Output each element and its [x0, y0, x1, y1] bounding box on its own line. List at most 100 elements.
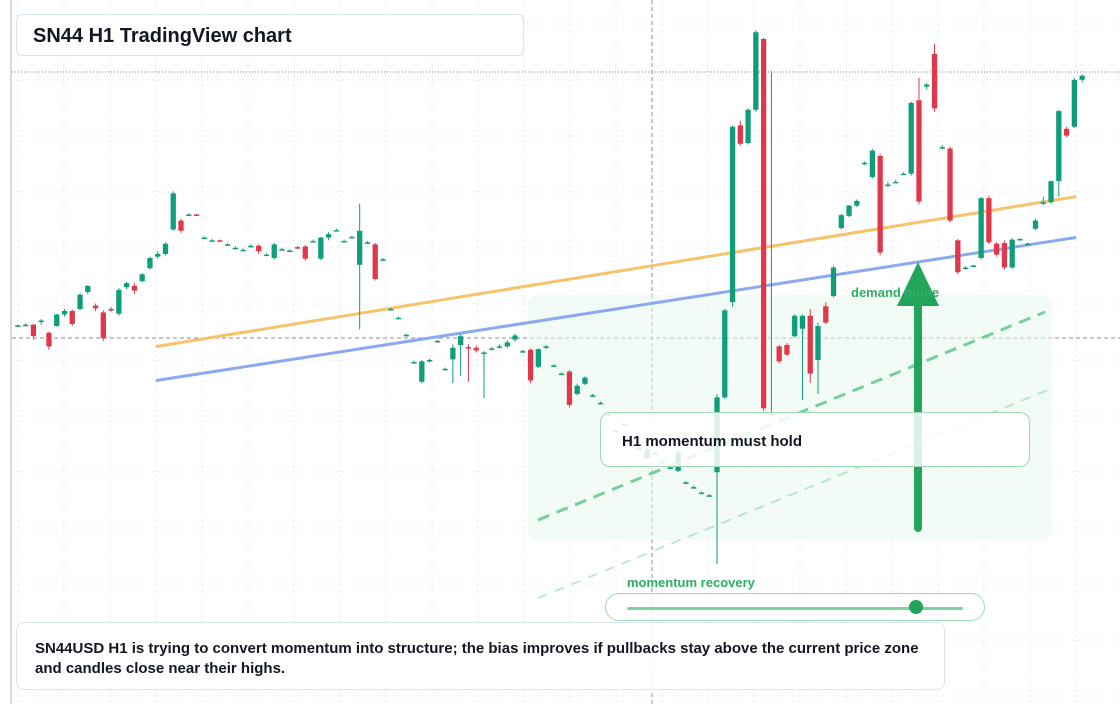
slider-thumb[interactable] [908, 600, 923, 614]
candle-body [224, 244, 231, 246]
candle-body [489, 348, 495, 350]
momentum-callout-text: H1 momentum must hold [622, 433, 803, 450]
candle-body [131, 285, 138, 291]
candle-body [403, 334, 409, 337]
candle-body [861, 162, 868, 165]
candle-body [256, 245, 262, 252]
arrow-head [897, 262, 939, 306]
candle-body [54, 314, 60, 326]
candle-body [61, 311, 68, 315]
candle-body [667, 467, 674, 469]
candle-body [364, 242, 371, 244]
candle-body [947, 148, 953, 221]
chart-title-card: SN44 H1 TradingView chart [16, 14, 524, 56]
trend-lines [155, 195, 1077, 382]
candle-body [248, 245, 254, 248]
candle-body [893, 181, 899, 184]
candle-body [465, 347, 472, 349]
candle-body [1032, 220, 1039, 229]
candle-body [287, 250, 293, 253]
candle-body [372, 244, 378, 280]
candle-body [434, 340, 441, 343]
candle-body [1079, 75, 1085, 80]
candle-body [559, 373, 565, 376]
candle-body [395, 317, 402, 320]
candle-body [931, 54, 938, 109]
candle-body [900, 173, 907, 176]
candle-body [574, 385, 580, 394]
candle-body [908, 102, 914, 174]
candle-body [178, 220, 184, 231]
candle-body [193, 214, 200, 216]
candle-body [1056, 111, 1062, 182]
candle-body [155, 253, 161, 257]
candle-body [753, 32, 759, 110]
candle-body [698, 492, 705, 495]
candle-body [108, 309, 114, 311]
candle-body [1001, 243, 1008, 268]
candle-body [869, 150, 876, 178]
momentum-recovery-slider[interactable] [605, 593, 985, 621]
chart-title: SN44 H1 TradingView chart [33, 25, 292, 47]
candle-body [792, 315, 798, 337]
candle-body [450, 347, 456, 360]
candle-body [333, 230, 340, 232]
candle-body [962, 267, 969, 270]
candle-body [77, 294, 83, 309]
candle-body [854, 200, 860, 206]
candle-body [388, 309, 394, 311]
candle-body [838, 215, 844, 229]
candle-body [1009, 239, 1015, 268]
candle-body [939, 147, 945, 149]
candle-body [85, 285, 91, 292]
candle-body [551, 365, 557, 367]
candle-body [23, 324, 29, 327]
candle-body [722, 310, 728, 398]
candle-body [994, 243, 1000, 255]
candle-body [357, 230, 363, 265]
candle-body [582, 377, 588, 384]
candle-body [877, 156, 883, 253]
candle-body [349, 236, 355, 239]
candle-body [240, 249, 246, 252]
candle-body [924, 84, 930, 87]
candle-body [458, 336, 464, 346]
candle-body [294, 247, 301, 249]
candle-body [100, 312, 106, 339]
candle-body [147, 258, 153, 269]
candle-body [955, 240, 961, 273]
candle-body [760, 39, 767, 409]
candle-body [784, 345, 790, 355]
candle-body [1040, 202, 1046, 204]
candle-body [776, 346, 782, 362]
candle-body [419, 361, 425, 382]
slider-track[interactable] [627, 607, 963, 610]
candle-body [232, 247, 239, 250]
candle-body [162, 243, 169, 254]
candle-body [683, 482, 689, 484]
candle-body [325, 234, 332, 238]
candle-body [706, 495, 712, 497]
candle-body [970, 265, 977, 267]
candle-body [46, 332, 52, 347]
trend-line-orange_line [155, 195, 1077, 348]
candle-body [543, 346, 549, 348]
candle-body [263, 254, 270, 257]
candle-body [978, 198, 984, 258]
candle-body [411, 362, 417, 364]
candle-body [846, 205, 852, 216]
momentum-recovery-label: momentum recovery [627, 575, 755, 590]
candle-body [885, 184, 891, 187]
momentum-callout: H1 momentum must hold [600, 412, 1030, 467]
candle-body [69, 311, 75, 324]
candle-body [729, 126, 736, 303]
candle-body [1071, 79, 1077, 127]
candle-body [830, 267, 837, 297]
candle-body [473, 347, 479, 351]
candle-body [310, 241, 316, 243]
candle-body [496, 346, 503, 348]
candle-body [15, 325, 21, 327]
candle-body [590, 395, 596, 397]
trend-line-blue_line [155, 236, 1077, 382]
candle-body [318, 237, 324, 259]
